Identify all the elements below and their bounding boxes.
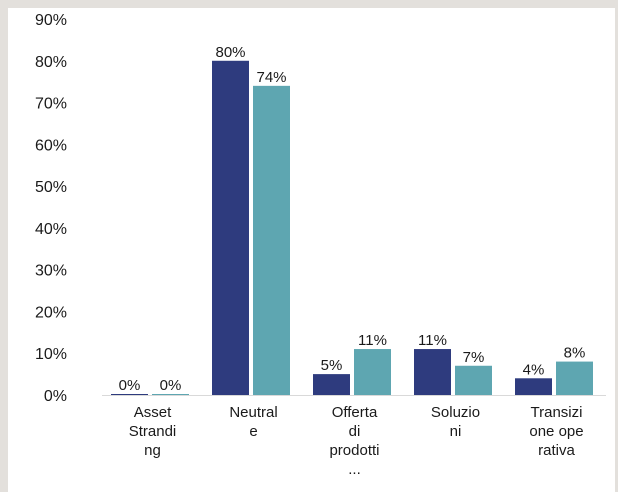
data-label: 8% (564, 345, 586, 362)
x-category-label: prodotti (329, 442, 379, 459)
bar-series-2 (354, 349, 391, 395)
x-category-label: one ope (529, 423, 583, 440)
y-tick-label: 0% (44, 388, 67, 405)
bar-series-2 (152, 394, 189, 395)
bar-series-1 (111, 394, 148, 395)
x-category-label: Neutral (229, 404, 277, 421)
bar-series-1 (414, 349, 451, 395)
data-label: 7% (463, 349, 485, 366)
data-label: 0% (160, 377, 182, 394)
y-tick-label: 20% (35, 304, 67, 321)
x-category-label: rativa (538, 442, 575, 459)
bar-series-2 (556, 361, 593, 395)
y-tick-label: 60% (35, 137, 67, 154)
x-category-label: Asset (134, 404, 172, 421)
data-label: 0% (119, 377, 141, 394)
bar-series-1 (515, 378, 552, 395)
bar-series-1 (212, 60, 249, 396)
data-label: 5% (321, 357, 343, 374)
x-category-label: Offerta (332, 404, 378, 421)
y-tick-label: 40% (35, 221, 67, 238)
y-tick-label: 70% (35, 96, 67, 113)
x-category-label: Soluzio (431, 404, 480, 421)
x-category-label: ... (348, 461, 361, 478)
chart-panel: 0% 10% 20% 30% 40% 50% 60% 70% 80% 90% 0% 0% Asset St… (8, 8, 615, 492)
x-category-label: ni (450, 423, 462, 440)
bar-series-2 (455, 365, 492, 395)
bar-series-1 (313, 374, 350, 395)
data-label: 11% (418, 332, 447, 349)
x-category-label: ng (144, 442, 161, 459)
bar-series-2 (253, 85, 290, 395)
y-tick-label: 50% (35, 179, 67, 196)
y-tick-label: 90% (35, 12, 67, 29)
y-tick-label: 80% (35, 54, 67, 71)
x-category-label: Transizi (531, 404, 583, 421)
x-category-label: di (349, 423, 361, 440)
bar-chart: 0% 10% 20% 30% 40% 50% 60% 70% 80% 90% 0% 0% Asset St… (35, 12, 606, 478)
data-label: 11% (358, 332, 387, 349)
y-tick-label: 30% (35, 263, 67, 280)
data-label: 80% (215, 44, 245, 61)
data-label: 4% (523, 361, 545, 378)
x-category-label: e (249, 423, 257, 440)
x-category-label: Strandi (129, 423, 177, 440)
data-label: 74% (256, 69, 286, 86)
y-tick-label: 10% (35, 346, 67, 363)
